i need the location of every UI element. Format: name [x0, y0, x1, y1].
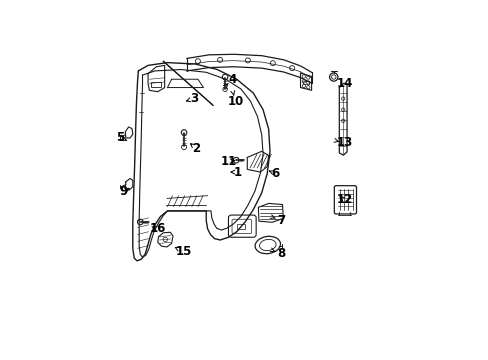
Text: 11: 11	[220, 154, 236, 167]
Text: 5: 5	[116, 131, 124, 144]
Text: 8: 8	[276, 247, 285, 260]
Text: 16: 16	[149, 222, 165, 235]
Text: 15: 15	[176, 245, 192, 258]
Text: 10: 10	[227, 95, 243, 108]
Text: 13: 13	[336, 136, 352, 149]
Text: 4: 4	[228, 73, 236, 86]
Text: 3: 3	[189, 92, 198, 105]
Text: 12: 12	[336, 193, 352, 206]
Text: 1: 1	[234, 166, 242, 179]
Text: 6: 6	[271, 167, 279, 180]
Text: 14: 14	[336, 77, 352, 90]
Text: 9: 9	[119, 185, 127, 198]
Text: 2: 2	[192, 142, 200, 155]
Text: 7: 7	[277, 214, 285, 227]
